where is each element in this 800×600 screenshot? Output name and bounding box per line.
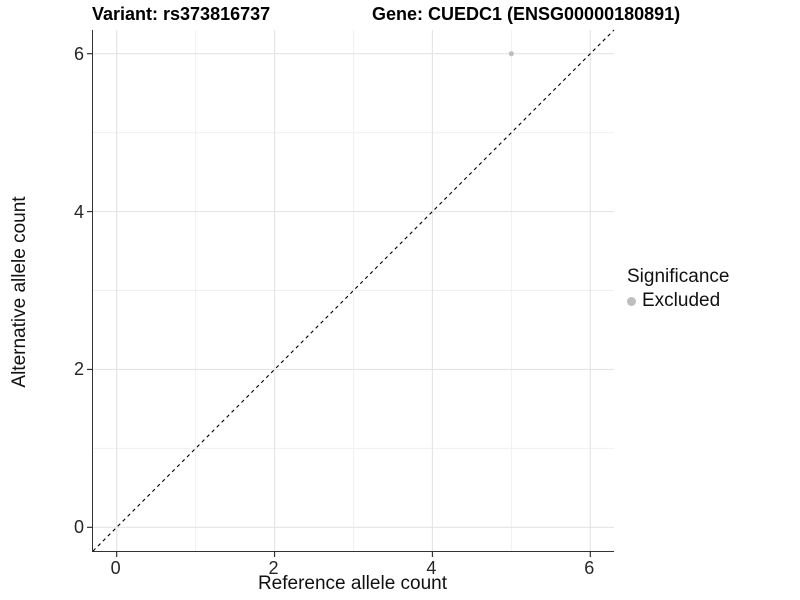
- x-tick-label: 0: [110, 558, 121, 578]
- legend-key-dot-icon: [627, 296, 636, 306]
- data-point: [508, 51, 514, 57]
- x-axis-title: Reference allele count: [257, 573, 448, 594]
- legend-title: Significance: [627, 266, 730, 287]
- plot-title-variant: Variant: rs373816737: [92, 4, 271, 24]
- chart-canvas: [87, 29, 615, 557]
- x-tick-label: 6: [584, 558, 595, 578]
- legend-item-label: Excluded: [642, 290, 721, 311]
- x-tick-label: 2: [268, 558, 279, 578]
- x-tick-label: 4: [426, 558, 437, 578]
- y-tick-label: 2: [73, 359, 84, 380]
- y-tick-label: 4: [73, 201, 84, 222]
- y-axis-title: Alternative allele count: [9, 196, 30, 388]
- y-tick-label: 0: [73, 517, 84, 538]
- plot-panel: [87, 29, 615, 557]
- legend: Significance Excluded: [627, 266, 729, 312]
- plot-title-gene: Gene: CUEDC1 (ENSG00000180891): [372, 4, 681, 24]
- y-tick-label: 6: [73, 43, 84, 64]
- legend-item-excluded: Excluded: [627, 290, 729, 312]
